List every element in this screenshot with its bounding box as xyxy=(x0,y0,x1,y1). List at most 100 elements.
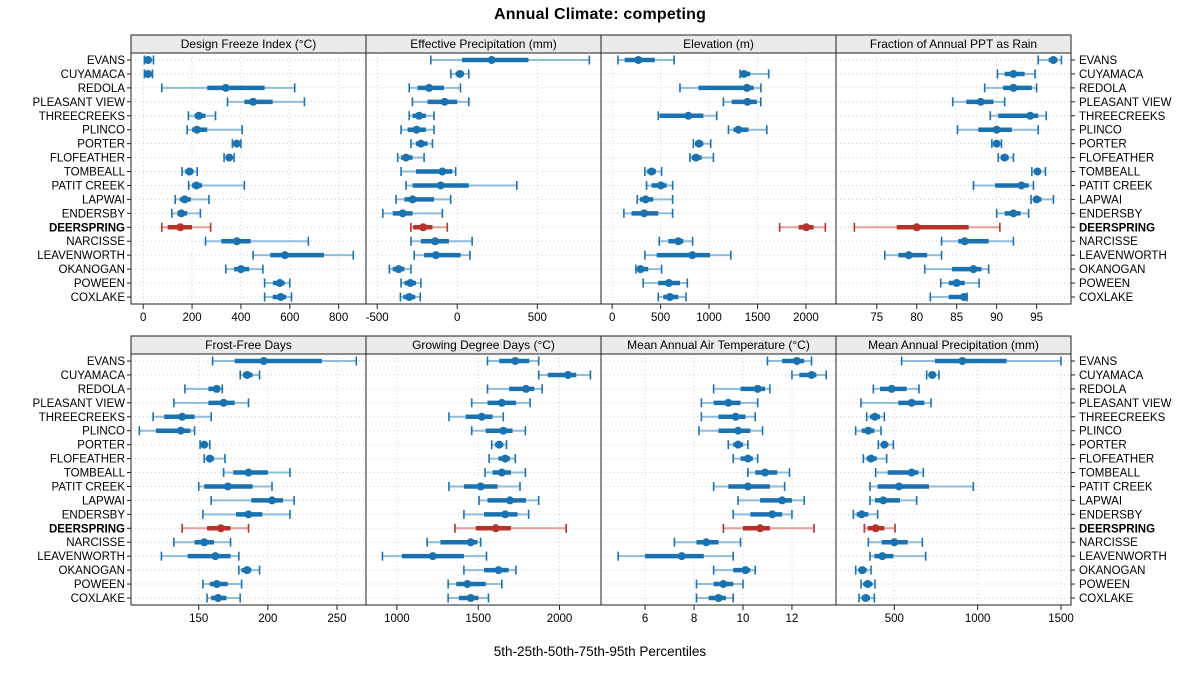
panel-title: Mean Annual Precipitation (mm) xyxy=(868,338,1039,352)
median-dot xyxy=(739,69,748,78)
percentile-row xyxy=(222,468,291,478)
percentile-row xyxy=(160,551,240,561)
x-tick-label: 12 xyxy=(786,613,799,625)
percentile-row xyxy=(211,356,358,366)
percentile-row xyxy=(410,236,473,246)
median-dot xyxy=(494,566,503,575)
percentile-row xyxy=(408,83,462,93)
station-label: LAPWAI xyxy=(82,495,125,507)
percentile-row xyxy=(869,495,918,505)
percentile-row xyxy=(689,153,715,163)
median-dot xyxy=(1017,181,1026,190)
median-dot xyxy=(684,111,693,120)
percentile-row xyxy=(951,97,1006,107)
median-dot xyxy=(491,524,500,533)
percentile-row xyxy=(692,139,712,149)
median-dot xyxy=(928,370,937,379)
station-label: OKANOGAN xyxy=(1079,264,1145,276)
median-dot xyxy=(976,97,985,106)
percentile-row xyxy=(722,97,762,107)
median-dot xyxy=(497,468,506,477)
percentile-row xyxy=(224,264,264,274)
percentile-row xyxy=(263,292,293,302)
percentile-row xyxy=(617,55,675,65)
panel-title: Mean Annual Air Temperature (°C) xyxy=(627,338,810,352)
station-label: NARCISSE xyxy=(1079,537,1138,549)
median-dot xyxy=(268,496,276,505)
station-label: COXLAKE xyxy=(71,292,126,304)
percentile-row xyxy=(186,125,243,135)
chart-caption: 5th-25th-50th-75th-95th Percentiles xyxy=(493,644,707,659)
percentile-row xyxy=(860,579,876,589)
x-tick-label: 0 xyxy=(140,312,146,324)
x-tick-label: 2000 xyxy=(793,312,819,324)
percentile-row xyxy=(739,69,770,79)
station-label: POWEEN xyxy=(1079,579,1130,591)
median-dot xyxy=(425,83,434,92)
median-dot xyxy=(864,426,873,435)
median-dot xyxy=(958,357,967,365)
percentile-row xyxy=(388,264,412,274)
percentile-row xyxy=(488,454,517,464)
percentile-row xyxy=(537,370,592,380)
median-dot xyxy=(665,293,674,301)
x-tick-label: 0 xyxy=(609,312,615,324)
station-label: EVANS xyxy=(87,356,125,368)
station-label: COXLAKE xyxy=(1079,292,1134,304)
x-tick-label: 8 xyxy=(691,613,697,625)
median-dot xyxy=(912,223,921,232)
panel-mean-annual-precipitation: 500 1000 1500 Mean Annual Precipitation (mm… xyxy=(835,335,1075,625)
percentile-row xyxy=(644,250,732,260)
median-dot xyxy=(858,566,867,575)
percentile-row xyxy=(991,139,1003,149)
percentile-row xyxy=(399,292,422,302)
station-label: TOMBEALL xyxy=(1079,468,1141,480)
median-dot xyxy=(216,524,225,533)
station-label: CUYAMACA xyxy=(61,69,126,81)
percentile-row xyxy=(854,426,882,436)
percentile-row xyxy=(174,194,210,204)
station-label: LAPWAI xyxy=(82,194,125,206)
median-dot xyxy=(194,111,203,120)
panel-elevation: 0 500 1000 1500 2000 Elevation (m) xyxy=(600,34,837,324)
station-label: EVANS xyxy=(1079,356,1117,368)
median-dot xyxy=(664,279,673,288)
median-dot xyxy=(692,153,701,162)
percentile-row xyxy=(173,398,250,408)
percentile-row xyxy=(778,222,827,232)
station-label: PATIT CREEK xyxy=(1079,481,1153,493)
panel-title: Effective Precipitation (mm) xyxy=(410,37,557,51)
percentile-row xyxy=(700,412,757,422)
median-dot xyxy=(742,83,751,92)
percentile-row xyxy=(408,111,435,121)
station-label: PORTER xyxy=(77,139,125,151)
percentile-row xyxy=(722,523,815,533)
station-label: EVANS xyxy=(87,55,125,67)
station-label: REDOLA xyxy=(78,384,126,396)
station-label: COXLAKE xyxy=(71,593,126,605)
station-label: EVANS xyxy=(1079,55,1117,67)
median-dot xyxy=(871,412,879,421)
percentile-row xyxy=(712,481,786,491)
percentile-row xyxy=(1037,55,1063,65)
percentile-row xyxy=(490,440,508,450)
percentile-row xyxy=(173,537,232,547)
percentile-row xyxy=(869,481,975,491)
percentile-row xyxy=(450,69,470,79)
station-label: TOMBEALL xyxy=(64,167,126,179)
median-dot xyxy=(431,251,440,260)
percentile-row xyxy=(617,551,734,561)
percentile-row xyxy=(484,468,527,478)
percentile-row xyxy=(426,537,482,547)
panel-effective-precipitation: -500 0 500 Effective Precipitation (mm) xyxy=(365,34,602,324)
percentile-row xyxy=(940,236,1015,246)
percentile-row xyxy=(658,236,694,246)
median-dot xyxy=(211,552,220,561)
percentile-row xyxy=(860,398,932,408)
station-label: PLEASANT VIEW xyxy=(33,97,126,109)
station-label: PATIT CREEK xyxy=(52,481,126,493)
median-dot xyxy=(244,510,253,519)
median-dot xyxy=(415,111,424,120)
station-label: PLEASANT VIEW xyxy=(1079,97,1172,109)
